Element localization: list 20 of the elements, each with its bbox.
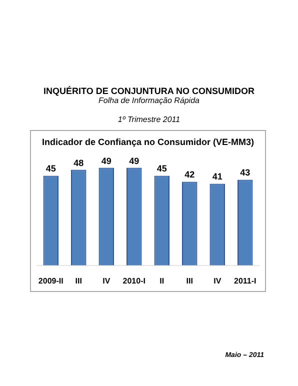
data-label: 41 — [212, 172, 222, 182]
data-label: 42 — [184, 170, 195, 180]
data-label: 43 — [240, 168, 250, 178]
x-tick-label: II — [160, 276, 164, 286]
x-tick-label: 2009-II — [38, 276, 64, 286]
chart-title: Indicador de Confiança no Consumidor (VE-MM3) — [42, 136, 254, 147]
text: Folha de Informação Rápida — [98, 96, 200, 105]
data-label: 49 — [129, 156, 140, 166]
x-tick-label: III — [186, 276, 193, 286]
data-label: 48 — [74, 158, 84, 168]
x-tick-label: III — [75, 276, 82, 286]
data-label: 45 — [156, 164, 167, 174]
text: 1º Trimestre 2011 — [116, 115, 182, 124]
x-tick-label: 2010-I — [122, 276, 146, 286]
text: INQUÉRITO DE CONJUNTURA NO CONSUMIDOR — [42, 86, 256, 96]
x-tick-label: IV — [102, 276, 111, 286]
data-label: 45 — [46, 164, 56, 174]
x-tick-label: 2011-I — [234, 276, 256, 286]
data-label: 49 — [101, 156, 112, 166]
x-tick-label: IV — [214, 276, 222, 286]
